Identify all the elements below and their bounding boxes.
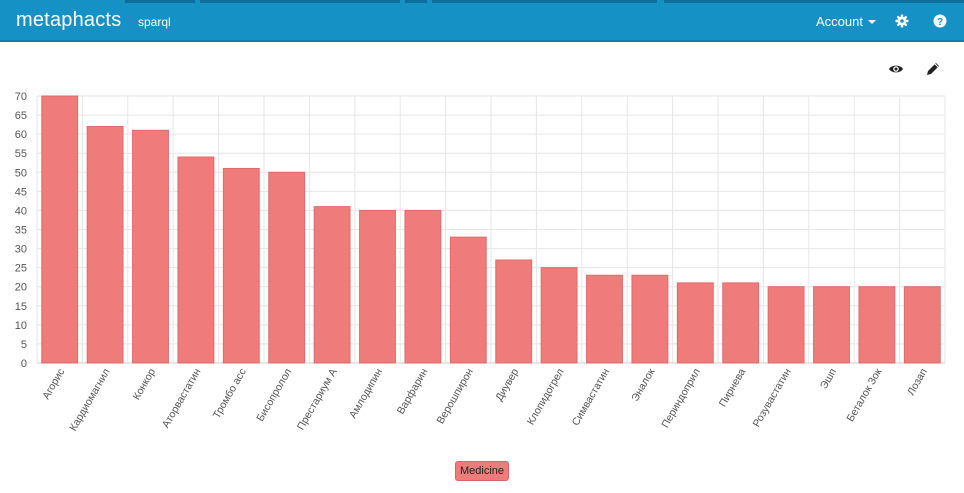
bar[interactable]	[222, 167, 260, 364]
bar[interactable]	[722, 282, 760, 364]
bar-chart: 0 5 10 15 20 25 30 35 40 45 50 55 60 65 70 Агорис Кардио…	[15, 91, 946, 434]
bar[interactable]	[540, 267, 578, 364]
navbar-top-stripes	[0, 0, 964, 3]
svg-text:?: ?	[937, 17, 943, 28]
bar[interactable]	[268, 171, 306, 364]
x-tick-label: Клопидогрел	[525, 367, 567, 428]
bar[interactable]	[86, 126, 124, 364]
y-tick-label: 5	[21, 339, 27, 351]
bar[interactable]	[313, 206, 351, 364]
bar[interactable]	[359, 209, 396, 364]
nav-link-sparql[interactable]: sparql	[138, 15, 171, 29]
bar[interactable]	[631, 274, 669, 364]
y-tick-label: 50	[15, 167, 27, 179]
y-tick-label: 70	[15, 91, 27, 103]
y-tick-label: 25	[15, 263, 27, 275]
bar[interactable]	[767, 286, 805, 364]
gear-icon[interactable]	[894, 13, 910, 29]
help-icon[interactable]: ?	[932, 13, 948, 29]
x-tick-label: Кардиомагнил	[67, 367, 112, 434]
x-tick-label: Варфарин	[395, 366, 431, 416]
y-tick-label: 15	[15, 301, 27, 313]
x-tick-label: Розувастатин	[751, 366, 794, 429]
brand-logo[interactable]: metaphacts	[16, 9, 122, 31]
x-tick-label: Пирнева	[717, 366, 749, 409]
x-tick-label: Периндоприл	[659, 367, 703, 430]
bar[interactable]	[495, 259, 533, 364]
bar[interactable]	[132, 129, 169, 364]
x-tick-label: Агорис	[40, 367, 67, 402]
bar[interactable]	[404, 209, 442, 364]
x-tick-label: Престариум А	[295, 367, 340, 433]
legend-item-medicine[interactable]: Medicine	[455, 461, 510, 481]
y-tick-label: 35	[15, 225, 27, 237]
x-tick-label: Амлодипин	[347, 366, 385, 420]
navbar: metaphacts sparql Account ?	[0, 0, 964, 42]
x-tick-label: Диувер	[493, 366, 521, 403]
bar[interactable]	[586, 274, 623, 364]
y-tick-label: 40	[15, 205, 27, 217]
x-tick-label: Эшп	[818, 367, 839, 392]
y-tick-label: 30	[15, 244, 27, 256]
y-tick-label: 45	[15, 186, 27, 198]
x-tick-label: Лозап	[905, 367, 930, 398]
x-tick-label: Тромбо асс	[211, 367, 249, 421]
bar[interactable]	[177, 156, 215, 364]
bar[interactable]	[449, 236, 487, 364]
x-tick-label: Эналок	[629, 366, 658, 403]
pencil-icon[interactable]	[925, 61, 941, 77]
account-label: Account	[816, 14, 863, 29]
x-tick-label: Аторвастатин	[160, 366, 204, 430]
x-tick-label: Симвастатин	[570, 366, 612, 428]
y-tick-label: 10	[15, 320, 27, 332]
bar[interactable]	[676, 282, 714, 364]
y-tick-label: 55	[15, 148, 27, 160]
bar[interactable]	[41, 95, 79, 364]
x-tick-label: Беталок Зок	[844, 366, 884, 424]
y-tick-label: 20	[15, 282, 27, 294]
x-tick-label: Верошпирон	[435, 366, 476, 426]
bar[interactable]	[813, 286, 850, 364]
y-tick-label: 0	[21, 358, 27, 370]
caret-down-icon	[867, 20, 876, 24]
y-tick-label: 60	[15, 129, 27, 141]
account-menu[interactable]: Account	[816, 14, 876, 29]
x-tick-label: Конкор	[131, 366, 159, 402]
bar[interactable]	[858, 286, 896, 364]
x-tick-label: Бисопролол	[254, 367, 294, 424]
y-tick-label: 65	[15, 110, 27, 122]
eye-icon[interactable]	[888, 61, 904, 77]
bar[interactable]	[903, 286, 941, 364]
